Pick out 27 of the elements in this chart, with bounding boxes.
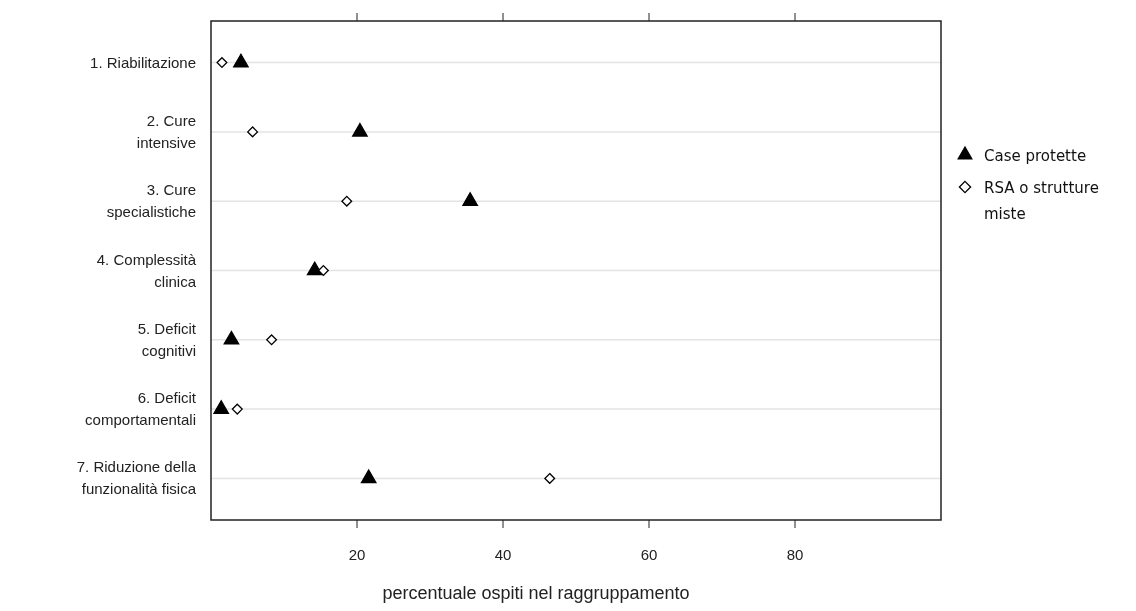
point [233, 53, 249, 68]
point [306, 261, 323, 276]
point [231, 403, 243, 415]
y-tick-label: 2. Cure intensive [136, 111, 196, 151]
legend-label: Case protette [984, 147, 1087, 165]
x-axis-title: percentuale ospiti nel raggruppamento [382, 583, 690, 603]
x-tick-label: 40 [494, 546, 512, 563]
y-tick-label: 3. Cure specialistiche [106, 181, 196, 221]
point [462, 192, 479, 207]
point [360, 469, 377, 484]
point [544, 472, 556, 484]
x-tick-label: 80 [786, 546, 804, 563]
point [216, 57, 228, 69]
y-tick-label: 5. Deficit cognitivi [137, 319, 197, 359]
x-tick-label: 20 [348, 546, 366, 563]
x-tick-label: 60 [640, 546, 658, 563]
y-tick-label: 7. Riduzione della funzionalità fisica [76, 458, 197, 498]
point [223, 330, 240, 345]
y-tick-label: 4. Complessità clinica [96, 250, 197, 290]
point [352, 122, 368, 137]
y-tick-label: 1. Riabilitazione [90, 53, 196, 71]
point [266, 334, 278, 346]
point [247, 126, 259, 138]
legend-label: RSA o strutture miste [984, 179, 1099, 223]
y-tick-label: 6. Deficit comportamentali [85, 389, 197, 429]
point [341, 195, 353, 207]
point [213, 400, 230, 414]
